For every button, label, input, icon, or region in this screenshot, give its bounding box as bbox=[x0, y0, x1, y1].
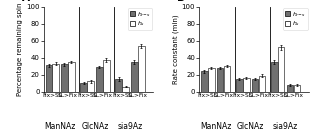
Bar bbox=[46, 65, 52, 92]
Bar bbox=[217, 68, 223, 92]
Bar bbox=[224, 66, 230, 92]
Bar bbox=[80, 83, 87, 92]
Text: B: B bbox=[178, 0, 185, 3]
Text: ManNAz: ManNAz bbox=[200, 122, 232, 131]
Bar bbox=[287, 85, 293, 92]
Bar bbox=[115, 79, 122, 92]
Text: sia9Az: sia9Az bbox=[273, 122, 298, 131]
Legend: $h_{r\mathregular{-}s}$, $h_s$: $h_{r\mathregular{-}s}$, $h_s$ bbox=[283, 8, 308, 30]
Bar bbox=[278, 47, 285, 92]
Bar bbox=[138, 46, 144, 92]
Bar bbox=[236, 79, 243, 92]
Text: GlcNAz: GlcNAz bbox=[81, 122, 109, 131]
Bar bbox=[271, 62, 278, 92]
Bar bbox=[208, 68, 215, 92]
Bar bbox=[122, 87, 129, 92]
Bar bbox=[259, 75, 265, 92]
Bar bbox=[252, 79, 258, 92]
Bar bbox=[96, 67, 103, 92]
Bar bbox=[61, 64, 68, 92]
Y-axis label: Rate constant (min): Rate constant (min) bbox=[172, 14, 179, 84]
Bar bbox=[103, 60, 110, 92]
Bar bbox=[52, 64, 59, 92]
Text: sia9Az: sia9Az bbox=[117, 122, 143, 131]
Bar bbox=[201, 71, 208, 92]
Y-axis label: Percentage remaining spin: Percentage remaining spin bbox=[17, 2, 23, 96]
Bar bbox=[294, 85, 300, 92]
Bar bbox=[243, 78, 250, 92]
Bar bbox=[87, 81, 94, 92]
Bar bbox=[131, 62, 138, 92]
Legend: $h_{r\mathregular{-}s}$, $h_s$: $h_{r\mathregular{-}s}$, $h_s$ bbox=[128, 8, 152, 30]
Bar bbox=[68, 62, 75, 92]
Text: A: A bbox=[22, 0, 30, 3]
Text: ManNAz: ManNAz bbox=[44, 122, 76, 131]
Text: GlcNAz: GlcNAz bbox=[237, 122, 264, 131]
